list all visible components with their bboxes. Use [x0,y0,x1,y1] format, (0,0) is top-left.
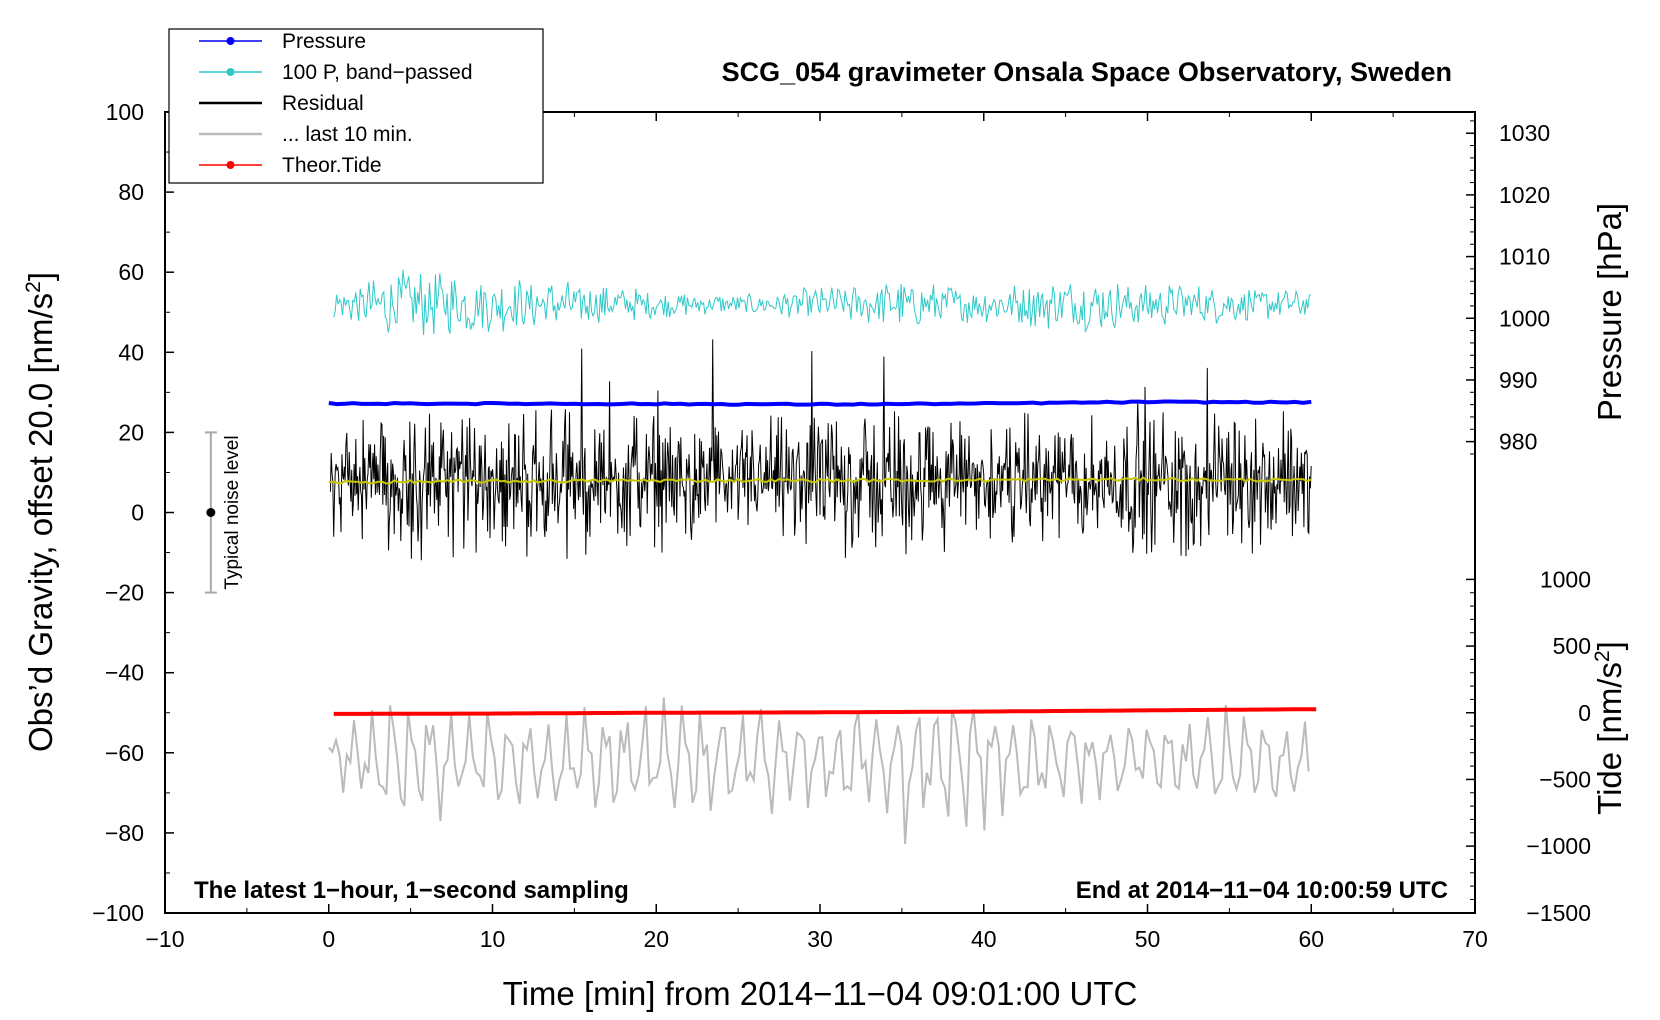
legend-label: ... last 10 min. [282,123,413,146]
series-residual [329,339,1312,561]
series-residual-smoothed [328,476,1312,485]
tide-tick-label: 0 [1578,700,1591,726]
pressure-tick-label: 1000 [1499,305,1550,331]
y-tick-label: 100 [106,99,144,125]
y-tick-label: −80 [105,820,144,846]
legend-items: Pressure 100 P, band−passed Residual ... la… [199,30,473,177]
pressure-tick-label: 990 [1499,367,1537,393]
y-tick-label: −20 [105,580,144,606]
legend: Pressure 100 P, band−passed Residual ... la… [168,28,544,184]
legend-marker [226,37,235,45]
tide-tick-label: 500 [1553,633,1591,659]
series-layer [328,269,1317,845]
legend-label: Theor.Tide [282,154,382,177]
legend-label: Pressure [282,30,366,53]
pressure-axis-label: Pressure [hPa] [1591,203,1628,421]
x-tick-label: 0 [322,926,335,952]
x-tick-label: 60 [1298,926,1324,952]
x-tick-label: 50 [1135,926,1161,952]
note-left: The latest 1−hour, 1−second sampling [194,877,629,904]
series-pressure [328,399,1312,407]
legend-marker [226,68,235,76]
tide-tick-label: −500 [1539,766,1591,792]
note-right: End at 2014−11−04 10:00:59 UTC [1076,877,1448,904]
y-tick-label: −100 [92,900,144,926]
y-tick-label: 20 [118,419,144,445]
y-tick-label: −60 [105,740,144,766]
x-tick-label: 40 [971,926,997,952]
pressure-tick-label: 1020 [1499,182,1550,208]
pressure-tick-label: 1010 [1499,244,1550,270]
y-tick-label: 80 [118,179,144,205]
noise-label: Typical noise level [222,435,243,589]
legend-marker [226,161,235,169]
series-last-10-min [328,697,1310,845]
tide-tick-label: −1500 [1526,900,1591,926]
y-tick-label: 60 [118,259,144,285]
tide-tick-label: −1000 [1526,833,1591,859]
series-band-passed-pressure [333,269,1312,336]
x-tick-label: 70 [1462,926,1488,952]
x-tick-label: −10 [145,926,184,952]
tide-tick-label: 1000 [1540,566,1591,592]
y-tick-label: 0 [131,500,144,526]
legend-box [168,28,544,184]
x-axis-label: Time [min] from 2014−11−04 09:01:00 UTC [503,975,1138,1012]
pressure-tick-label: 980 [1499,429,1537,455]
legend-label: Residual [282,92,364,115]
x-tick-label: 30 [807,926,833,952]
legend-label: 100 P, band−passed [282,61,473,84]
pressure-tick-label: 1030 [1499,120,1550,146]
chart-title: SCG_054 gravimeter Onsala Space Observat… [722,57,1452,87]
series-theor-tide [333,707,1317,716]
y-axis-label: Obs’d Gravity, offset 20.0 [nm/s2] [22,272,59,752]
noise-dot [206,508,216,517]
x-tick-label: 20 [643,926,669,952]
x-tick-label: 10 [480,926,506,952]
y-tick-label: 40 [118,339,144,365]
tide-axis-label: Tide [nm/s2] [1591,641,1628,815]
y-tick-label: −40 [105,660,144,686]
ticks-layer: −10 0 10 20 30 40 50 60 70−100−80−60−40−20020406… [92,99,1591,952]
noise-indicator: Typical noise level [204,431,243,594]
